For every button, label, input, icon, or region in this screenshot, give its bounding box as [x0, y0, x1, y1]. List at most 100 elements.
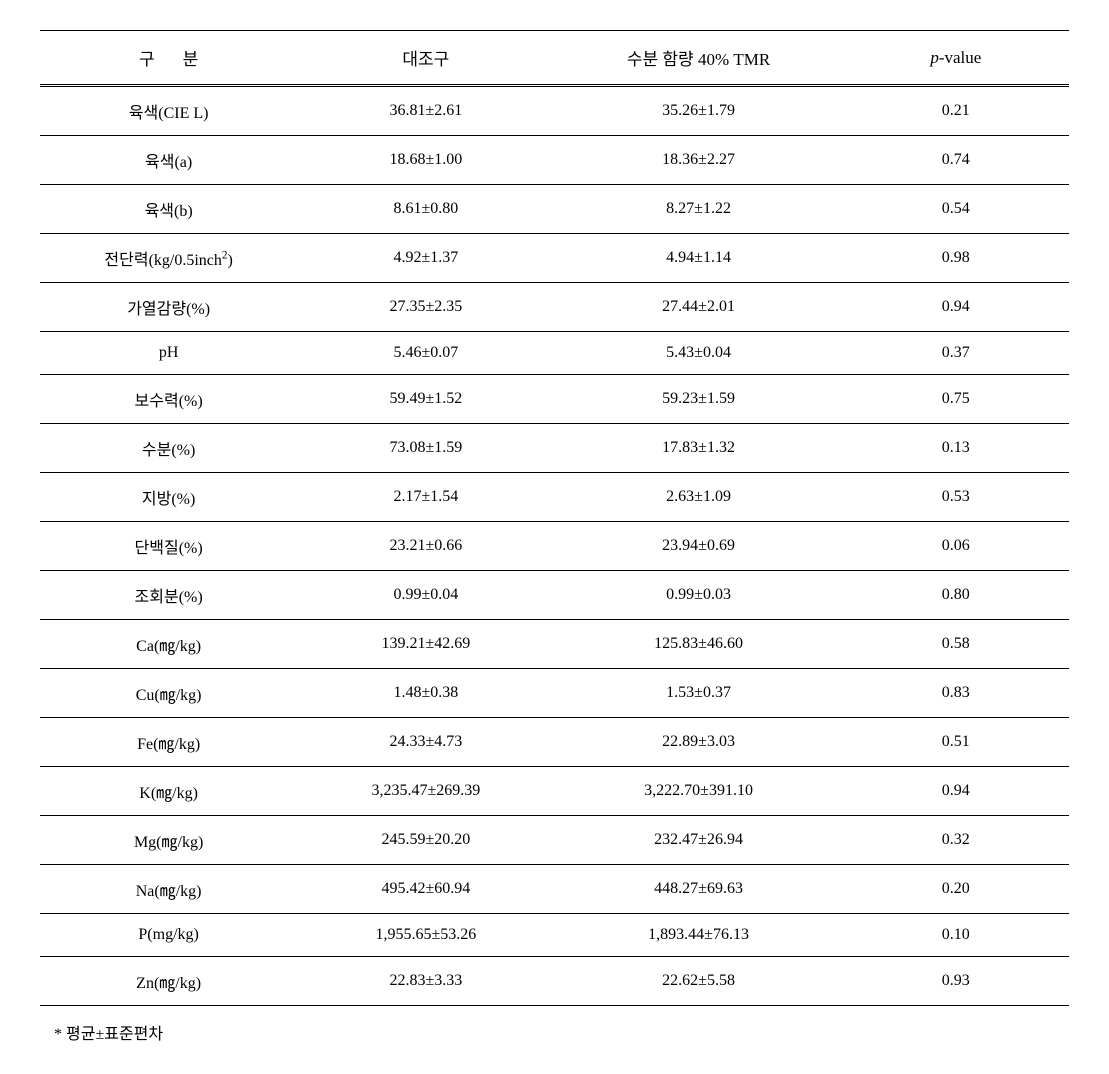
header-tmr: 수분 함량 40% TMR	[555, 31, 843, 86]
cell-pvalue: 0.93	[843, 957, 1069, 1006]
table-row: 수분(%)73.08±1.5917.83±1.320.13	[40, 424, 1069, 473]
cell-pvalue: 0.94	[843, 767, 1069, 816]
data-table: 구분 대조구 수분 함량 40% TMR p-value 육색(CIE L)36…	[40, 30, 1069, 1006]
table-row: 가열감량(%)27.35±2.3527.44±2.010.94	[40, 283, 1069, 332]
cell-pvalue: 0.32	[843, 816, 1069, 865]
cell-control: 1.48±0.38	[297, 669, 554, 718]
cell-tmr: 3,222.70±391.10	[555, 767, 843, 816]
table-row: Na(㎎/kg)495.42±60.94448.27±69.630.20	[40, 865, 1069, 914]
cell-control: 3,235.47±269.39	[297, 767, 554, 816]
cell-tmr: 22.89±3.03	[555, 718, 843, 767]
cell-pvalue: 0.80	[843, 571, 1069, 620]
cell-category: 단백질(%)	[40, 522, 297, 571]
cell-control: 495.42±60.94	[297, 865, 554, 914]
cell-control: 5.46±0.07	[297, 332, 554, 375]
header-pvalue: p-value	[843, 31, 1069, 86]
cell-control: 4.92±1.37	[297, 234, 554, 283]
cell-tmr: 5.43±0.04	[555, 332, 843, 375]
cell-pvalue: 0.37	[843, 332, 1069, 375]
cell-pvalue: 0.74	[843, 136, 1069, 185]
table-row: 육색(CIE L)36.81±2.6135.26±1.790.21	[40, 86, 1069, 136]
cell-pvalue: 0.06	[843, 522, 1069, 571]
cell-tmr: 27.44±2.01	[555, 283, 843, 332]
cell-pvalue: 0.75	[843, 375, 1069, 424]
cell-control: 245.59±20.20	[297, 816, 554, 865]
cell-tmr: 22.62±5.58	[555, 957, 843, 1006]
header-pvalue-suffix: -value	[939, 48, 981, 67]
cell-category: Zn(㎎/kg)	[40, 957, 297, 1006]
cell-pvalue: 0.98	[843, 234, 1069, 283]
cell-category: Fe(㎎/kg)	[40, 718, 297, 767]
cell-category: 조회분(%)	[40, 571, 297, 620]
header-control: 대조구	[297, 31, 554, 86]
cell-pvalue: 0.13	[843, 424, 1069, 473]
cell-pvalue: 0.20	[843, 865, 1069, 914]
cell-tmr: 1.53±0.37	[555, 669, 843, 718]
cell-control: 139.21±42.69	[297, 620, 554, 669]
cell-pvalue: 0.51	[843, 718, 1069, 767]
cell-tmr: 18.36±2.27	[555, 136, 843, 185]
table-row: Ca(㎎/kg)139.21±42.69125.83±46.600.58	[40, 620, 1069, 669]
cell-tmr: 448.27±69.63	[555, 865, 843, 914]
cell-pvalue: 0.58	[843, 620, 1069, 669]
cell-category: 보수력(%)	[40, 375, 297, 424]
cell-category: 가열감량(%)	[40, 283, 297, 332]
cell-category: Cu(㎎/kg)	[40, 669, 297, 718]
cell-category: 수분(%)	[40, 424, 297, 473]
cell-tmr: 17.83±1.32	[555, 424, 843, 473]
cell-control: 27.35±2.35	[297, 283, 554, 332]
cell-control: 2.17±1.54	[297, 473, 554, 522]
cell-tmr: 0.99±0.03	[555, 571, 843, 620]
cell-control: 24.33±4.73	[297, 718, 554, 767]
cell-category: pH	[40, 332, 297, 375]
cell-category: 육색(CIE L)	[40, 86, 297, 136]
cell-pvalue: 0.54	[843, 185, 1069, 234]
cell-control: 73.08±1.59	[297, 424, 554, 473]
cell-category: Na(㎎/kg)	[40, 865, 297, 914]
cell-tmr: 23.94±0.69	[555, 522, 843, 571]
cell-category: 육색(b)	[40, 185, 297, 234]
table-row: pH5.46±0.075.43±0.040.37	[40, 332, 1069, 375]
header-category: 구분	[40, 31, 297, 86]
cell-tmr: 232.47±26.94	[555, 816, 843, 865]
cell-pvalue: 0.53	[843, 473, 1069, 522]
cell-category: Ca(㎎/kg)	[40, 620, 297, 669]
cell-tmr: 35.26±1.79	[555, 86, 843, 136]
table-row: Mg(㎎/kg)245.59±20.20232.47±26.940.32	[40, 816, 1069, 865]
table-body: 육색(CIE L)36.81±2.6135.26±1.790.21육색(a)18…	[40, 86, 1069, 1006]
cell-category: 육색(a)	[40, 136, 297, 185]
cell-pvalue: 0.10	[843, 914, 1069, 957]
header-category-prefix: 구	[139, 50, 183, 69]
table-header-row: 구분 대조구 수분 함량 40% TMR p-value	[40, 31, 1069, 86]
table-row: 육색(b)8.61±0.808.27±1.220.54	[40, 185, 1069, 234]
table-row: 보수력(%)59.49±1.5259.23±1.590.75	[40, 375, 1069, 424]
header-pvalue-prefix: p	[930, 48, 939, 67]
cell-pvalue: 0.83	[843, 669, 1069, 718]
table-row: 지방(%)2.17±1.542.63±1.090.53	[40, 473, 1069, 522]
header-category-suffix: 분	[183, 50, 199, 69]
cell-pvalue: 0.94	[843, 283, 1069, 332]
cell-control: 23.21±0.66	[297, 522, 554, 571]
cell-category: P(mg/kg)	[40, 914, 297, 957]
table-row: Fe(㎎/kg)24.33±4.7322.89±3.030.51	[40, 718, 1069, 767]
cell-control: 59.49±1.52	[297, 375, 554, 424]
cell-category: 지방(%)	[40, 473, 297, 522]
cell-tmr: 59.23±1.59	[555, 375, 843, 424]
table-row: 육색(a)18.68±1.0018.36±2.270.74	[40, 136, 1069, 185]
cell-tmr: 1,893.44±76.13	[555, 914, 843, 957]
table-footnote: * 평균±표준편차	[40, 1006, 1069, 1044]
cell-control: 0.99±0.04	[297, 571, 554, 620]
cell-control: 36.81±2.61	[297, 86, 554, 136]
table-row: 전단력(kg/0.5inch2)4.92±1.374.94±1.140.98	[40, 234, 1069, 283]
cell-control: 8.61±0.80	[297, 185, 554, 234]
table-row: Cu(㎎/kg)1.48±0.381.53±0.370.83	[40, 669, 1069, 718]
table-row: Zn(㎎/kg)22.83±3.3322.62±5.580.93	[40, 957, 1069, 1006]
table-row: 단백질(%)23.21±0.6623.94±0.690.06	[40, 522, 1069, 571]
table-row: K(㎎/kg)3,235.47±269.393,222.70±391.100.9…	[40, 767, 1069, 816]
table-row: P(mg/kg)1,955.65±53.261,893.44±76.130.10	[40, 914, 1069, 957]
cell-control: 18.68±1.00	[297, 136, 554, 185]
cell-tmr: 4.94±1.14	[555, 234, 843, 283]
cell-category: 전단력(kg/0.5inch2)	[40, 234, 297, 283]
cell-tmr: 125.83±46.60	[555, 620, 843, 669]
cell-pvalue: 0.21	[843, 86, 1069, 136]
